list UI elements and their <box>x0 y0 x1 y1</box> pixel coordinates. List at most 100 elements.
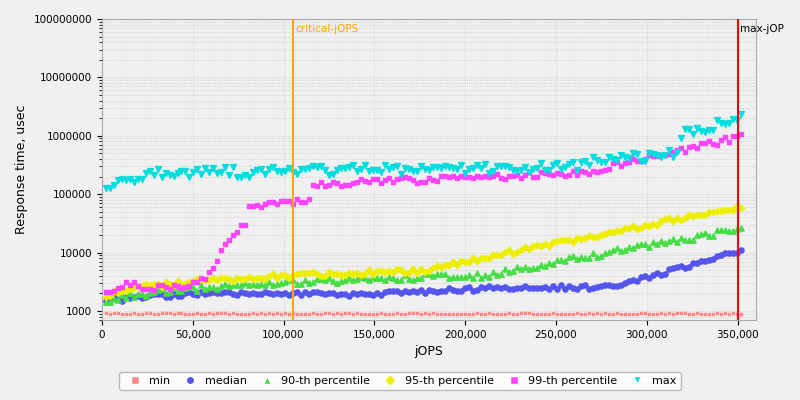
99-th percentile <box>643 152 656 158</box>
min <box>447 311 460 317</box>
90-th percentile <box>639 241 652 247</box>
min <box>131 311 144 317</box>
min <box>187 311 200 317</box>
99-th percentile <box>219 241 232 247</box>
90-th percentile <box>351 276 364 282</box>
99-th percentile <box>279 198 292 204</box>
90-th percentile <box>523 266 536 272</box>
99-th percentile <box>599 166 612 173</box>
Text: max-jOP: max-jOP <box>740 24 784 34</box>
max <box>535 160 548 166</box>
90-th percentile <box>339 277 352 283</box>
95-th percentile <box>179 280 192 287</box>
90-th percentile <box>191 288 204 294</box>
95-th percentile <box>147 281 160 287</box>
max <box>259 170 272 177</box>
95-th percentile <box>359 270 372 277</box>
median <box>339 291 352 297</box>
95-th percentile <box>483 255 496 261</box>
min <box>363 311 376 318</box>
99-th percentile <box>731 133 744 139</box>
95-th percentile <box>267 271 280 278</box>
99-th percentile <box>543 170 556 177</box>
min <box>327 310 340 317</box>
99-th percentile <box>195 275 208 282</box>
max <box>471 162 484 168</box>
95-th percentile <box>339 272 352 278</box>
99-th percentile <box>155 282 168 288</box>
90-th percentile <box>531 265 544 271</box>
95-th percentile <box>155 283 168 290</box>
max <box>703 126 716 133</box>
90-th percentile <box>379 277 392 283</box>
min <box>415 310 428 317</box>
min <box>107 310 120 317</box>
95-th percentile <box>367 271 380 277</box>
max <box>367 167 380 173</box>
min <box>623 310 636 317</box>
99-th percentile <box>139 286 152 292</box>
max <box>563 160 576 167</box>
99-th percentile <box>659 152 672 158</box>
min <box>155 310 168 316</box>
max <box>699 129 712 136</box>
95-th percentile <box>171 278 184 284</box>
median <box>583 286 596 293</box>
median <box>647 272 660 278</box>
median <box>411 289 424 296</box>
max <box>403 166 416 172</box>
median <box>315 290 328 296</box>
90-th percentile <box>431 270 444 277</box>
95-th percentile <box>523 246 536 252</box>
99-th percentile <box>243 203 256 209</box>
99-th percentile <box>471 173 484 180</box>
99-th percentile <box>663 151 676 157</box>
99-th percentile <box>275 198 288 204</box>
median <box>627 277 640 283</box>
99-th percentile <box>475 174 488 180</box>
max <box>375 168 388 175</box>
max <box>275 168 288 175</box>
99-th percentile <box>447 173 460 179</box>
90-th percentile <box>111 297 124 304</box>
min <box>143 310 156 316</box>
max <box>423 167 436 174</box>
99-th percentile <box>423 175 436 182</box>
max <box>159 170 172 176</box>
median <box>271 290 284 296</box>
90-th percentile <box>527 265 540 271</box>
min <box>359 311 372 317</box>
99-th percentile <box>483 173 496 180</box>
95-th percentile <box>375 268 388 274</box>
min <box>311 311 324 317</box>
min <box>147 311 160 318</box>
90-th percentile <box>543 260 556 267</box>
max <box>227 164 240 170</box>
max <box>651 152 664 158</box>
99-th percentile <box>335 183 348 189</box>
99-th percentile <box>311 183 324 189</box>
99-th percentile <box>295 198 308 205</box>
90-th percentile <box>619 247 632 254</box>
90-th percentile <box>683 237 696 244</box>
99-th percentile <box>159 284 172 290</box>
99-th percentile <box>679 149 692 156</box>
median <box>435 288 448 294</box>
max <box>223 172 236 178</box>
median <box>143 292 156 298</box>
99-th percentile <box>687 142 700 149</box>
90-th percentile <box>119 294 132 301</box>
99-th percentile <box>431 178 444 184</box>
90-th percentile <box>107 296 120 302</box>
90-th percentile <box>139 292 152 299</box>
max <box>655 154 668 161</box>
max <box>559 163 572 170</box>
median <box>451 288 464 294</box>
90-th percentile <box>227 282 240 288</box>
median <box>615 282 628 288</box>
min <box>219 310 232 316</box>
90-th percentile <box>571 256 584 262</box>
min <box>475 311 488 317</box>
90-th percentile <box>223 283 236 290</box>
95-th percentile <box>531 242 544 248</box>
